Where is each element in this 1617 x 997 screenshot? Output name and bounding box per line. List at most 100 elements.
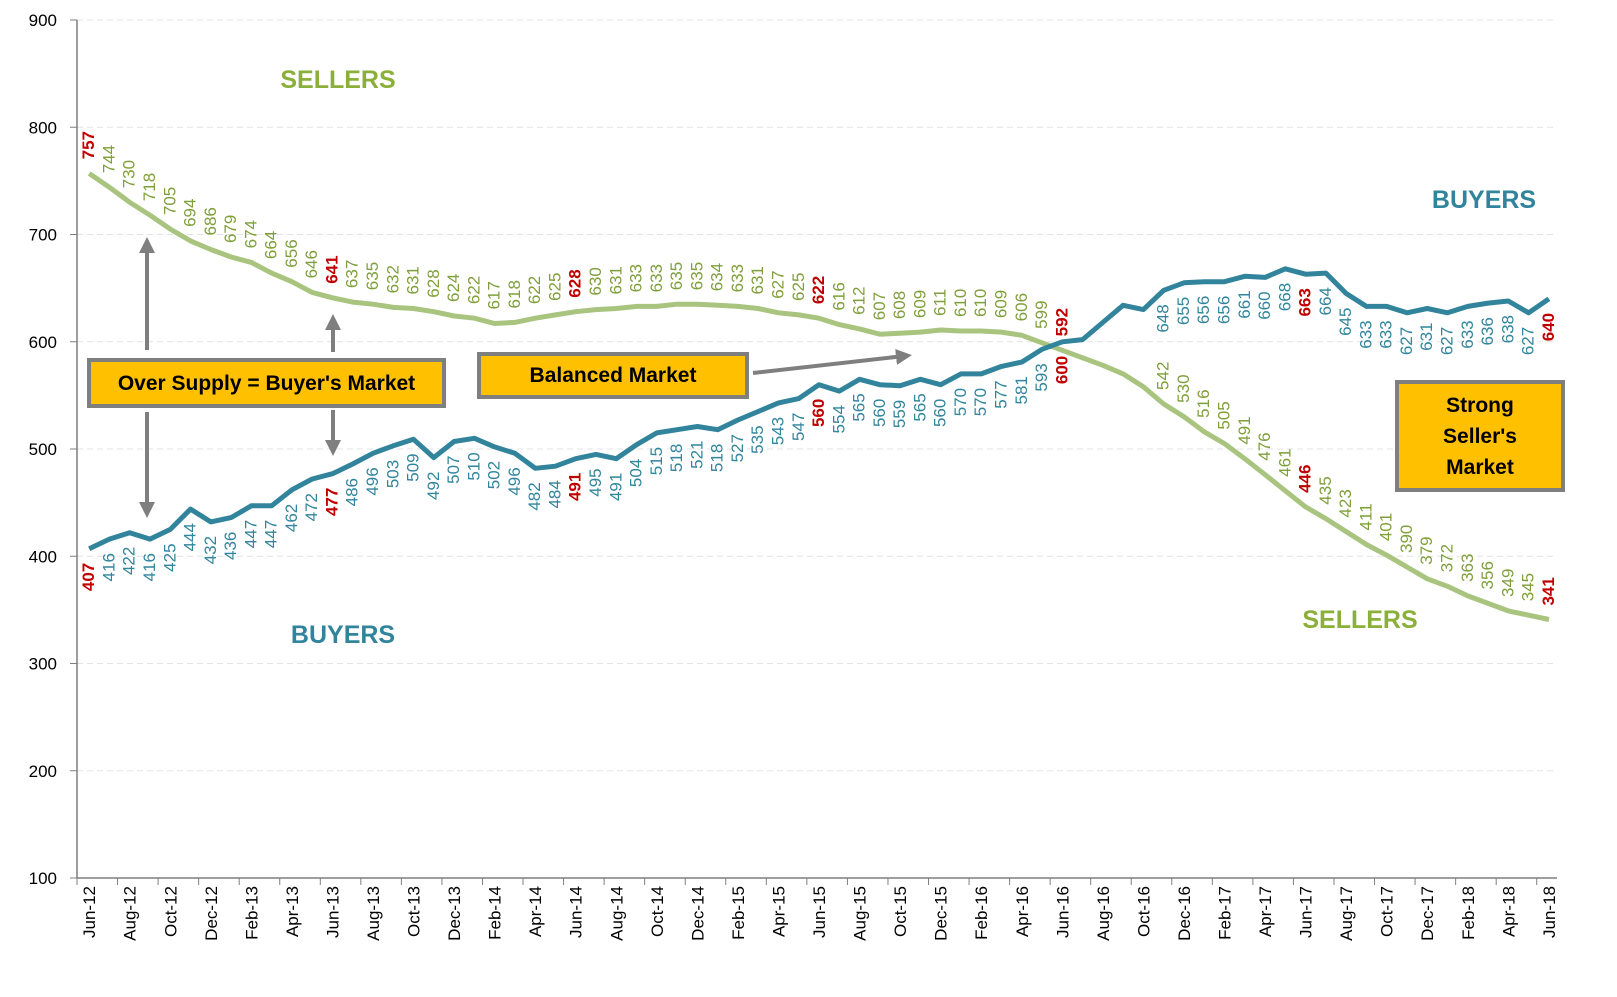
data-label: 622	[809, 276, 828, 304]
data-label: 633	[647, 264, 666, 292]
data-label: 372	[1438, 544, 1457, 572]
x-tick-label: Dec-15	[932, 886, 951, 941]
x-tick-label: Oct-14	[648, 886, 667, 937]
x-tick-label: Apr-13	[283, 886, 302, 937]
data-label: 416	[99, 553, 118, 581]
data-label: 349	[1498, 569, 1517, 597]
data-label: 516	[1194, 389, 1213, 417]
data-label: 543	[768, 417, 787, 445]
data-label: 559	[890, 400, 909, 428]
data-label: 600	[1052, 356, 1071, 384]
data-label: 633	[1356, 320, 1375, 348]
data-label: 663	[1296, 288, 1315, 316]
x-tick-label: Feb-18	[1459, 886, 1478, 940]
x-tick-label: Apr-15	[769, 886, 788, 937]
data-label: 633	[1458, 320, 1477, 348]
y-tick-label: 500	[29, 440, 57, 459]
data-label: 618	[505, 280, 524, 308]
x-tick-label: Aug-12	[121, 886, 140, 941]
y-tick-label: 800	[29, 118, 57, 137]
data-label: 504	[627, 459, 646, 487]
x-tick-label: Jun-17	[1297, 886, 1316, 938]
data-label: 577	[991, 380, 1010, 408]
x-tick-label: Feb-14	[486, 886, 505, 940]
data-label: 547	[789, 413, 808, 441]
data-label: 425	[160, 543, 179, 571]
data-label: 607	[870, 292, 889, 320]
x-tick-label: Feb-17	[1216, 886, 1235, 940]
data-label: 631	[748, 266, 767, 294]
arrow	[752, 348, 912, 375]
data-label: 482	[525, 482, 544, 510]
data-label: 492	[424, 472, 443, 500]
data-label: 622	[464, 276, 483, 304]
data-label: 612	[850, 287, 869, 315]
data-label: 631	[1417, 323, 1436, 351]
y-tick-label: 600	[29, 333, 57, 352]
x-tick-label: Oct-12	[161, 886, 180, 937]
data-label: 570	[951, 388, 970, 416]
data-label: 609	[910, 290, 929, 318]
data-label: 679	[221, 215, 240, 243]
x-tick-label: Jun-16	[1053, 886, 1072, 938]
data-label: 510	[464, 452, 483, 480]
y-tick-label: 900	[29, 11, 57, 30]
data-label: 634	[708, 263, 727, 291]
series-line	[88, 266, 1551, 551]
data-label: 632	[383, 265, 402, 293]
x-tick-label: Jun-15	[810, 886, 829, 938]
data-label: 646	[302, 250, 321, 278]
data-label: 502	[485, 461, 504, 489]
data-label: 616	[829, 282, 848, 310]
data-label: 477	[322, 488, 341, 516]
data-label: 476	[1255, 432, 1274, 460]
x-tick-label: Aug-15	[851, 886, 870, 941]
x-tick-label: Dec-17	[1418, 886, 1437, 941]
data-label: 484	[545, 480, 564, 508]
data-label: 611	[931, 289, 950, 316]
data-label: 609	[991, 290, 1010, 318]
x-tick-label: Jun-18	[1540, 886, 1559, 938]
x-tick-label: Apr-16	[1013, 886, 1032, 937]
data-label: 627	[1397, 327, 1416, 355]
data-label: 554	[829, 405, 848, 433]
x-tick-label: Dec-16	[1175, 886, 1194, 941]
y-tick-label: 100	[29, 869, 57, 888]
x-tick-label: Aug-17	[1337, 886, 1356, 941]
data-label: 656	[282, 239, 301, 267]
x-tick-label: Dec-12	[202, 886, 221, 941]
data-label: 694	[181, 199, 200, 227]
data-label: 627	[768, 270, 787, 298]
data-label: 432	[201, 536, 220, 564]
x-tick-label: Oct-16	[1134, 886, 1153, 937]
x-tick-label: Apr-14	[526, 886, 545, 937]
data-label: 379	[1417, 536, 1436, 564]
data-label: 622	[525, 276, 544, 304]
data-label: 655	[1174, 297, 1193, 325]
data-label: 744	[99, 145, 118, 173]
data-label: 530	[1174, 374, 1193, 402]
data-label: 542	[1154, 362, 1173, 390]
data-label: 656	[1215, 296, 1234, 324]
data-label: 356	[1478, 561, 1497, 589]
x-tick-label: Aug-14	[607, 886, 626, 941]
data-label: 628	[424, 269, 443, 297]
data-label: 640	[1539, 313, 1558, 341]
data-label: 630	[586, 267, 605, 295]
x-tick-label: Feb-16	[972, 886, 991, 940]
x-tick-label: Aug-16	[1094, 886, 1113, 941]
data-label: 509	[404, 453, 423, 481]
data-label: 486	[343, 478, 362, 506]
data-label: 435	[1316, 476, 1335, 504]
data-label: 631	[404, 266, 423, 294]
data-label: 560	[931, 399, 950, 427]
data-label: 444	[181, 523, 200, 551]
x-tick-label: Aug-13	[364, 886, 383, 941]
data-label: 535	[748, 425, 767, 453]
data-label: 363	[1458, 554, 1477, 582]
data-label: 447	[241, 520, 260, 548]
data-label: 628	[566, 269, 585, 297]
data-label: 718	[140, 173, 159, 201]
